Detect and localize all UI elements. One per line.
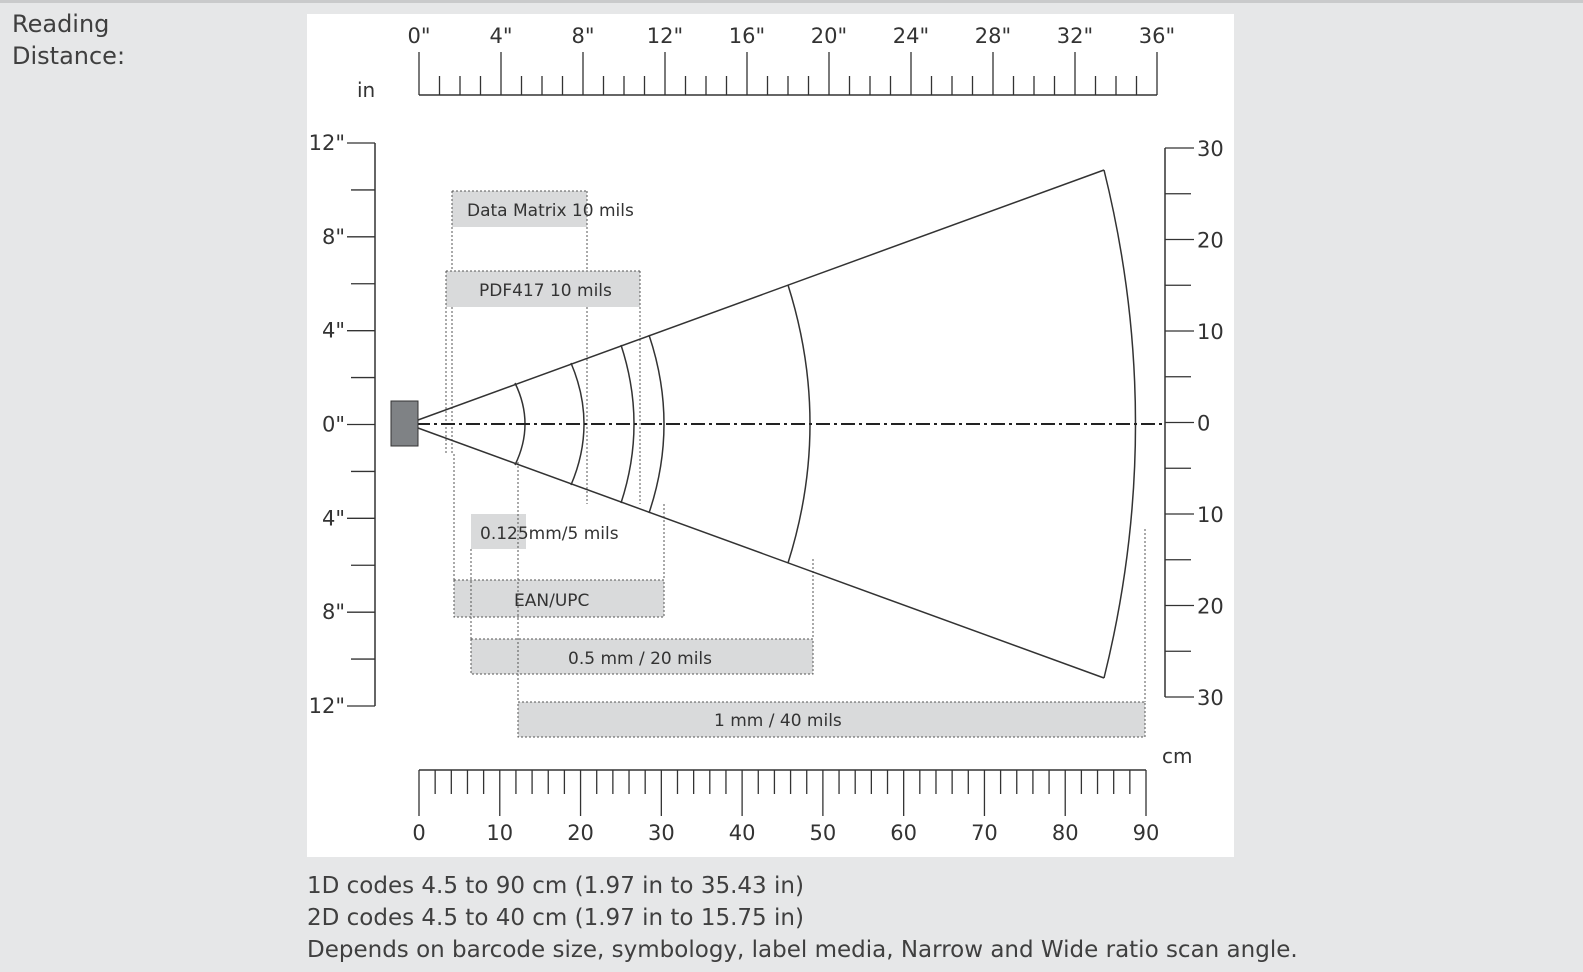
row-label-line-2: Distance:	[12, 42, 126, 70]
band-20-mils-label: 0.5 mm / 20 mils	[568, 649, 712, 669]
top-ruler-label: 36"	[1139, 24, 1175, 48]
band-20-mils	[471, 639, 813, 674]
reading-distance-svg: 0" 4" 8" 12" 16" 20" 24" 28" 32" 36" in 12"8"4"0"…	[309, 24, 1224, 845]
top-ruler-label: 8"	[571, 24, 594, 48]
top-ruler-label: 16"	[729, 24, 765, 48]
bottom-ruler-label: 50	[810, 821, 837, 845]
band-5-mils-label: 0.125mm/5 mils	[480, 524, 619, 544]
left-axis-label: 12"	[309, 694, 345, 718]
right-axis-label: 0	[1197, 412, 1210, 436]
top-ruler: 0" 4" 8" 12" 16" 20" 24" 28" 32" 36" in	[357, 24, 1175, 102]
description-note: Depends on barcode size, symbology, labe…	[307, 937, 1298, 963]
description-2d: 2D codes 4.5 to 40 cm (1.97 in to 15.75 …	[307, 905, 804, 931]
bottom-ruler-label: 90	[1133, 821, 1160, 845]
top-ruler-label: 20"	[811, 24, 847, 48]
right-axis: 30 20 10 0 10 20 30 cm	[1162, 137, 1224, 768]
bottom-ruler-label: 60	[890, 821, 917, 845]
right-axis-label: 30	[1197, 686, 1224, 710]
right-axis-label: 20	[1197, 229, 1224, 253]
bottom-ruler-label: 20	[567, 821, 594, 845]
top-ruler-label: 28"	[975, 24, 1011, 48]
top-divider	[0, 0, 1583, 3]
reading-distance-description: 1D codes 4.5 to 90 cm (1.97 in to 35.43 …	[307, 870, 1298, 966]
top-ruler-label: 0"	[407, 24, 430, 48]
top-ruler-label: 12"	[647, 24, 683, 48]
bottom-ruler-label: 10	[486, 821, 513, 845]
left-axis-label: 0"	[322, 413, 345, 437]
left-axis-label: 4"	[322, 506, 345, 530]
top-ruler-label: 32"	[1057, 24, 1093, 48]
bottom-ruler-label: 80	[1052, 821, 1079, 845]
top-ruler-unit: in	[357, 78, 375, 102]
top-ruler-label: 4"	[489, 24, 512, 48]
bottom-ruler: 0 10 20 30 40 50 60 70 80 90	[412, 769, 1160, 845]
right-axis-unit: cm	[1162, 744, 1192, 768]
row-label-line-1: Reading	[12, 10, 110, 38]
description-1d: 1D codes 4.5 to 90 cm (1.97 in to 35.43 …	[307, 873, 804, 899]
bottom-ruler-label: 40	[729, 821, 756, 845]
band-40-mils	[518, 702, 1145, 737]
left-axis-label: 4"	[322, 319, 345, 343]
top-ruler-label: 24"	[893, 24, 929, 48]
bottom-ruler-label: 0	[412, 821, 425, 845]
scanner-icon	[390, 400, 419, 447]
row-label: Reading Distance:	[12, 8, 212, 72]
left-axis: 12" 8" 4" 0" 4" 8" 12"	[309, 131, 376, 718]
right-axis-label: 30	[1197, 137, 1224, 161]
bottom-ruler-label: 70	[971, 821, 998, 845]
band-data-matrix	[452, 191, 587, 227]
band-pdf417-label: PDF417 10 mils	[479, 281, 612, 301]
left-axis-label: 8"	[322, 225, 345, 249]
right-axis-label: 10	[1197, 320, 1224, 344]
range-bands: Data Matrix 10 mils PDF417 10 mils 0.125…	[445, 190, 1146, 738]
right-axis-label: 20	[1197, 595, 1224, 619]
band-ean-upc-label: EAN/UPC	[514, 591, 589, 611]
band-data-matrix-label: Data Matrix 10 mils	[467, 201, 634, 221]
bottom-ruler-label: 30	[648, 821, 675, 845]
band-40-mils-label: 1 mm / 40 mils	[714, 711, 842, 731]
left-axis-label: 12"	[309, 131, 345, 155]
reading-distance-diagram: 0" 4" 8" 12" 16" 20" 24" 28" 32" 36" in 12" 8" 4" 0"…	[307, 14, 1234, 857]
band-ean-upc	[454, 580, 664, 617]
band-5-mils	[471, 514, 526, 549]
right-axis-label: 10	[1197, 503, 1224, 527]
band-pdf417	[446, 271, 640, 307]
left-axis-label: 8"	[322, 600, 345, 624]
